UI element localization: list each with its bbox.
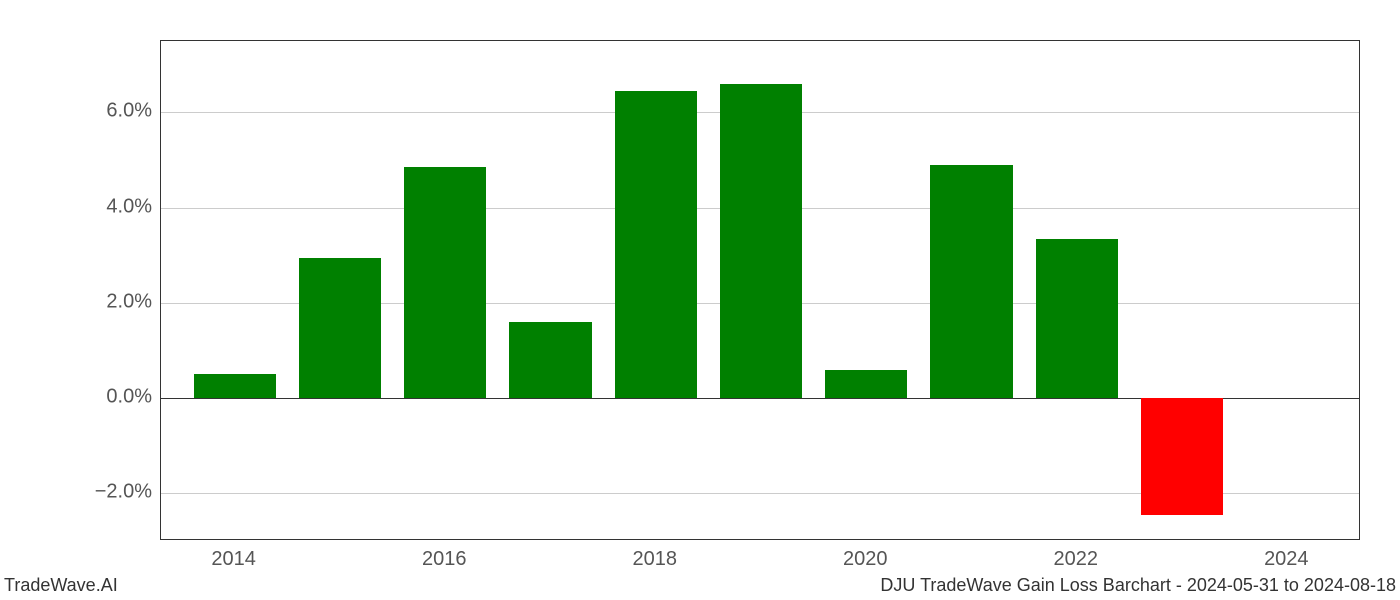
- bar: [615, 91, 697, 398]
- y-tick-label: 0.0%: [72, 386, 152, 409]
- bar: [720, 84, 802, 398]
- chart-container: −2.0% 0.0% 2.0% 4.0% 6.0% 2014 2016 2018 2020 20…: [0, 0, 1400, 600]
- x-tick-label: 2016: [422, 548, 467, 571]
- bar: [930, 165, 1012, 398]
- x-tick-label: 2022: [1054, 548, 1099, 571]
- y-tick-label: 6.0%: [72, 100, 152, 123]
- y-tick-label: −2.0%: [72, 481, 152, 504]
- footer-right-text: DJU TradeWave Gain Loss Barchart - 2024-…: [880, 575, 1396, 596]
- bar: [404, 167, 486, 398]
- x-tick-label: 2024: [1264, 548, 1309, 571]
- y-tick-label: 4.0%: [72, 195, 152, 218]
- x-tick-label: 2020: [843, 548, 888, 571]
- footer-left-text: TradeWave.AI: [4, 575, 118, 596]
- bar: [194, 374, 276, 398]
- bar: [1141, 398, 1223, 515]
- x-tick-label: 2018: [632, 548, 677, 571]
- bar: [509, 322, 591, 398]
- x-tick-label: 2014: [211, 548, 256, 571]
- bar: [299, 258, 381, 398]
- bar: [1036, 239, 1118, 399]
- bar: [825, 370, 907, 399]
- plot-area: [160, 40, 1360, 540]
- y-tick-label: 2.0%: [72, 290, 152, 313]
